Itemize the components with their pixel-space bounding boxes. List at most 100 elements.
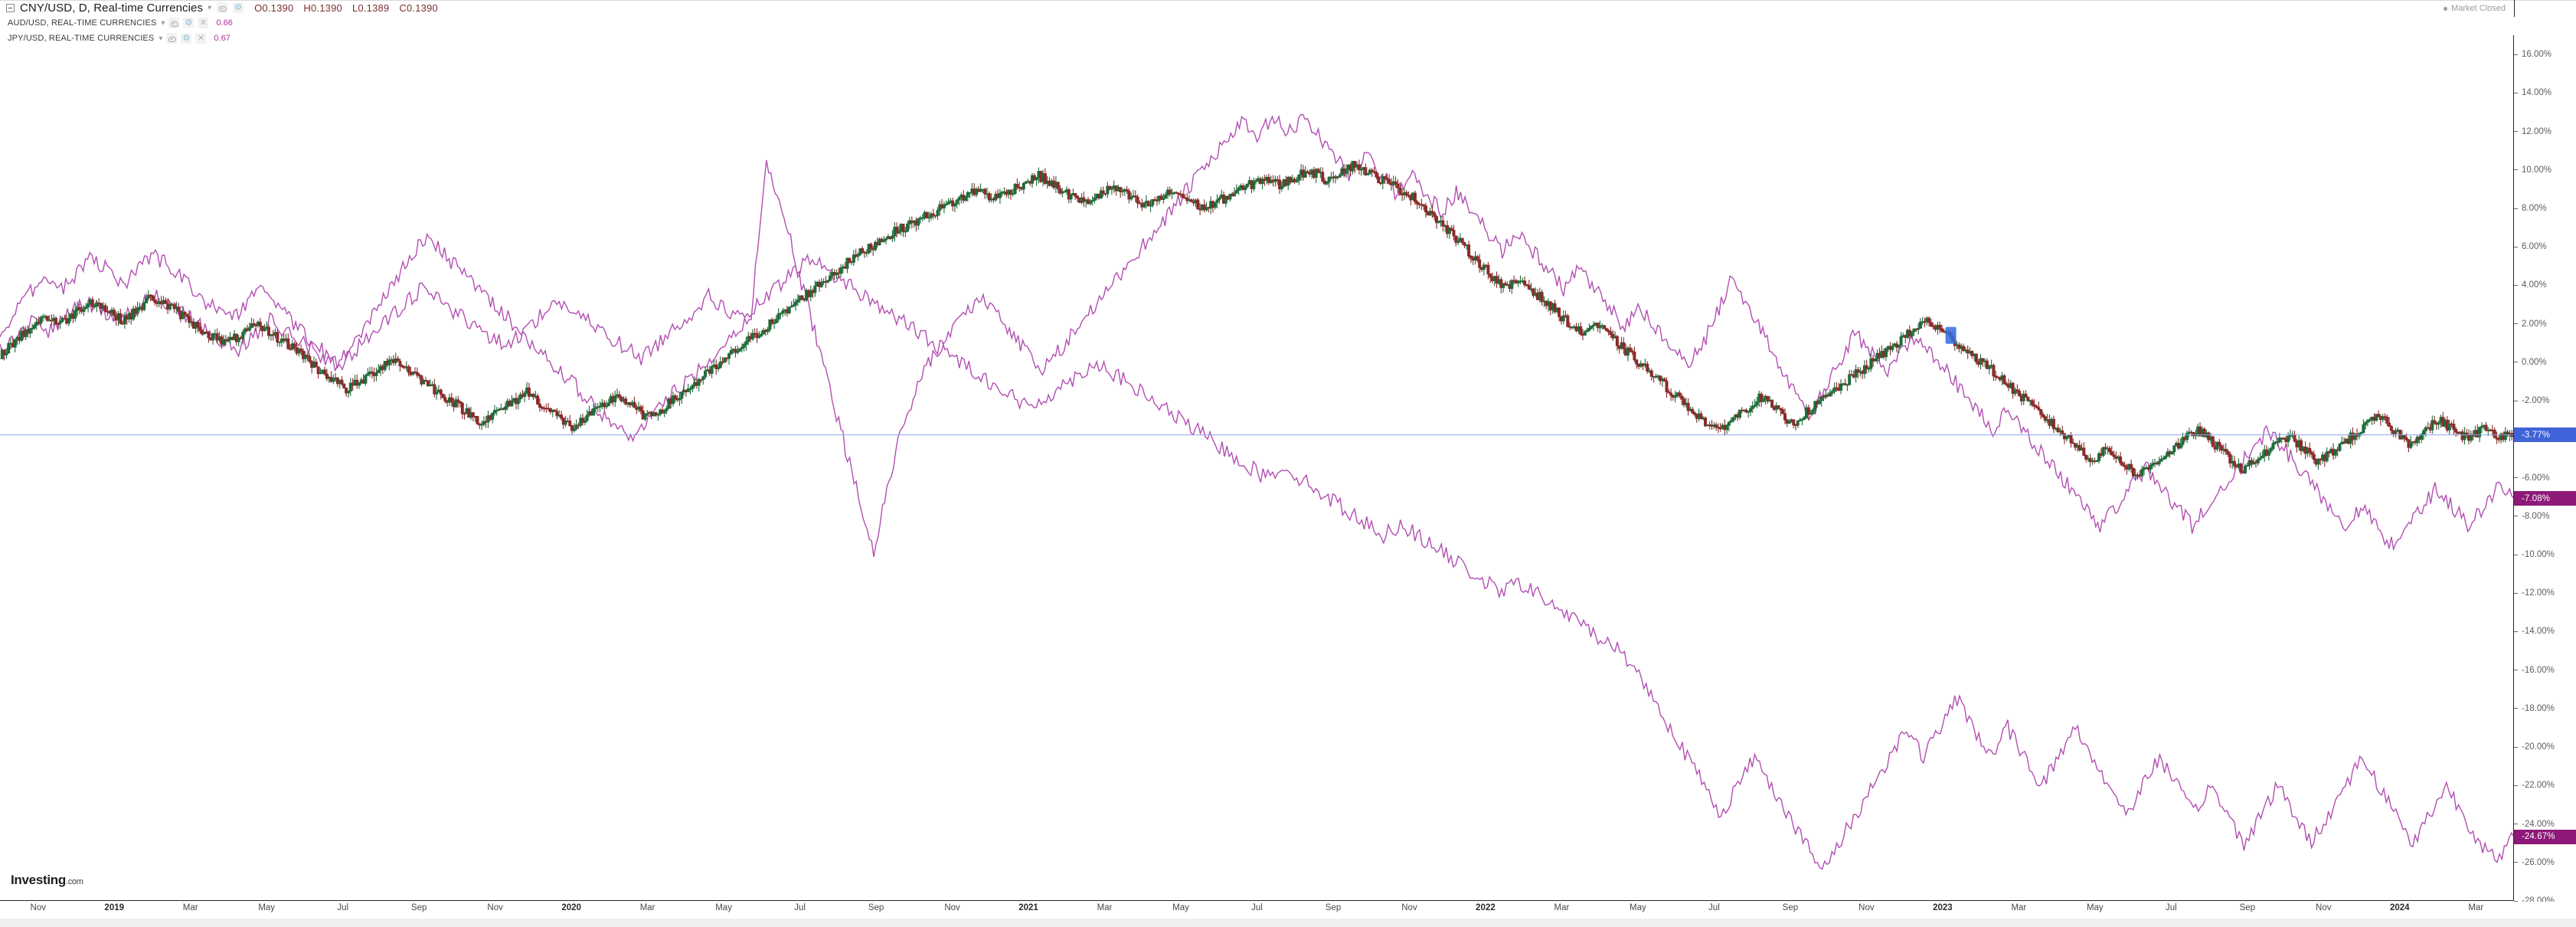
price-badge[interactable]: -24.67%	[2514, 829, 2576, 844]
eye-icon[interactable]	[168, 18, 180, 28]
legend-row-main[interactable]: CNY/USD, D, Real-time Currencies ▾ ⚙ O0.…	[0, 0, 2576, 15]
price-axis[interactable]: 16.00% 14.00% 12.00% 10.00% 8.00% 6.00% 4.00% 2…	[2514, 35, 2576, 906]
price-tick: 14.00%	[2514, 87, 2576, 98]
price-tick: -2.00%	[2514, 395, 2576, 406]
price-tick-label: 4.00%	[2522, 280, 2547, 290]
price-badge[interactable]: -7.08%	[2514, 491, 2576, 506]
price-tick-label: -8.00%	[2522, 511, 2550, 521]
price-tick-label: -6.00%	[2522, 473, 2550, 483]
chevron-down-icon[interactable]: ▾	[208, 4, 212, 12]
watermark-suffix: .com	[65, 877, 83, 886]
eye-icon[interactable]	[217, 2, 228, 13]
price-tick: -10.00%	[2514, 549, 2576, 560]
eye-icon[interactable]	[166, 33, 178, 44]
gear-icon[interactable]: ⚙	[181, 33, 192, 44]
chevron-down-icon[interactable]: ▾	[159, 34, 163, 43]
time-tick-label: Jul	[337, 903, 349, 912]
price-tick: -8.00%	[2514, 511, 2576, 522]
time-tick-label: Mar	[1554, 903, 1570, 912]
plot-area[interactable]	[0, 35, 2514, 901]
price-tick-label: -24.00%	[2522, 819, 2555, 829]
price-tick: -22.00%	[2514, 780, 2576, 791]
time-tick-label: May	[715, 903, 732, 912]
price-tick-label: -18.00%	[2522, 703, 2555, 713]
price-tick-label: -10.00%	[2522, 550, 2555, 559]
price-tick-label: 14.00%	[2522, 88, 2552, 98]
price-tick-label: -12.00%	[2522, 588, 2555, 598]
gear-icon[interactable]: ⚙	[183, 18, 195, 28]
price-tick-label: 2.00%	[2522, 319, 2547, 329]
price-tick: 12.00%	[2514, 126, 2576, 137]
time-tick-label: Jul	[794, 903, 806, 912]
collapse-box-icon[interactable]	[6, 3, 15, 12]
ohlc-close: C0.1390	[399, 2, 438, 14]
plot-svg	[0, 113, 2513, 870]
time-tick-label: Nov	[30, 903, 46, 912]
ohlc-values: O0.1390 H0.1390 L0.1389 C0.1390	[254, 2, 448, 14]
price-tick-label: -20.00%	[2522, 742, 2555, 752]
price-tick: 10.00%	[2514, 165, 2576, 175]
price-tick-label: -22.00%	[2522, 781, 2555, 791]
time-tick-label: Sep	[2239, 903, 2256, 912]
investing-watermark: Investing.com	[11, 873, 83, 888]
time-tick-label: May	[2086, 903, 2104, 912]
price-tick: -26.00%	[2514, 857, 2576, 868]
time-tick-label: Jul	[1708, 903, 1720, 912]
axis-corner	[2514, 0, 2576, 17]
price-tick-label: -16.00%	[2522, 665, 2555, 675]
market-status: Market Closed	[2444, 4, 2506, 13]
overlay-symbol-label[interactable]: JPY/USD, REAL-TIME CURRENCIES	[8, 34, 155, 43]
price-tick-label: -14.00%	[2522, 627, 2555, 637]
close-icon[interactable]: ✕	[198, 18, 209, 28]
ohlc-low: L0.1389	[351, 2, 390, 14]
price-tick: 4.00%	[2514, 280, 2576, 290]
time-tick-label: Mar	[2011, 903, 2027, 912]
close-icon[interactable]: ✕	[195, 33, 207, 44]
time-tick-label: Jul	[2165, 903, 2177, 912]
price-tick: -24.00%	[2514, 819, 2576, 830]
price-tick: 2.00%	[2514, 319, 2576, 329]
price-badge[interactable]: -3.77%	[2514, 427, 2576, 443]
legend-row-overlay-aud[interactable]: AUD/USD, REAL-TIME CURRENCIES ▾ ⚙ ✕ 0.66	[0, 15, 2576, 31]
overlay-value: 0.67	[214, 34, 230, 43]
time-tick-label: Jul	[1251, 903, 1263, 912]
time-tick-label: 2021	[1018, 903, 1038, 912]
price-tick: -18.00%	[2514, 703, 2576, 714]
status-dot-icon	[2444, 6, 2448, 11]
price-tick: 16.00%	[2514, 49, 2576, 60]
time-tick-label: Mar	[2468, 903, 2484, 912]
time-tick-label: Sep	[1325, 903, 1342, 912]
time-tick-label: Mar	[639, 903, 655, 912]
price-tick-label: 16.00%	[2522, 50, 2552, 60]
time-tick-label: Sep	[410, 903, 427, 912]
main-symbol-label[interactable]: CNY/USD, D, Real-time Currencies	[20, 1, 204, 15]
time-tick-label: Mar	[182, 903, 198, 912]
time-tick-label: 2020	[561, 903, 581, 912]
price-tick: -20.00%	[2514, 742, 2576, 752]
chevron-down-icon[interactable]: ▾	[161, 19, 165, 28]
time-axis[interactable]: Nov 2019 Mar May Jul Sep Nov 2020 Mar May Jul Sep No…	[0, 902, 2576, 927]
price-tick-label: -26.00%	[2522, 857, 2555, 867]
gear-icon[interactable]: ⚙	[233, 2, 244, 13]
price-tick: 8.00%	[2514, 203, 2576, 214]
chart-legend: CNY/USD, D, Real-time Currencies ▾ ⚙ O0.…	[0, 0, 2576, 46]
overlay-symbol-label[interactable]: AUD/USD, REAL-TIME CURRENCIES	[8, 18, 157, 28]
time-tick-label: Nov	[1401, 903, 1417, 912]
time-tick-label: Sep	[868, 903, 884, 912]
time-tick-label: Nov	[1858, 903, 1875, 912]
price-tick-label: 10.00%	[2522, 165, 2552, 175]
time-tick-label: May	[1630, 903, 1646, 912]
price-tick: -6.00%	[2514, 473, 2576, 483]
time-tick-label: May	[258, 903, 276, 912]
price-tick-label: -2.00%	[2522, 396, 2550, 406]
time-tick-label: Nov	[487, 903, 503, 912]
overlay-value: 0.66	[216, 18, 233, 28]
top-divider	[0, 0, 2576, 1]
price-tick-label: 0.00%	[2522, 357, 2547, 367]
price-tick-label: 12.00%	[2522, 126, 2552, 136]
time-tick-label: 2022	[1476, 903, 1496, 912]
time-tick-label: Nov	[944, 903, 960, 912]
price-tick: -14.00%	[2514, 626, 2576, 637]
legend-row-overlay-jpy[interactable]: JPY/USD, REAL-TIME CURRENCIES ▾ ⚙ ✕ 0.67	[0, 31, 2576, 46]
